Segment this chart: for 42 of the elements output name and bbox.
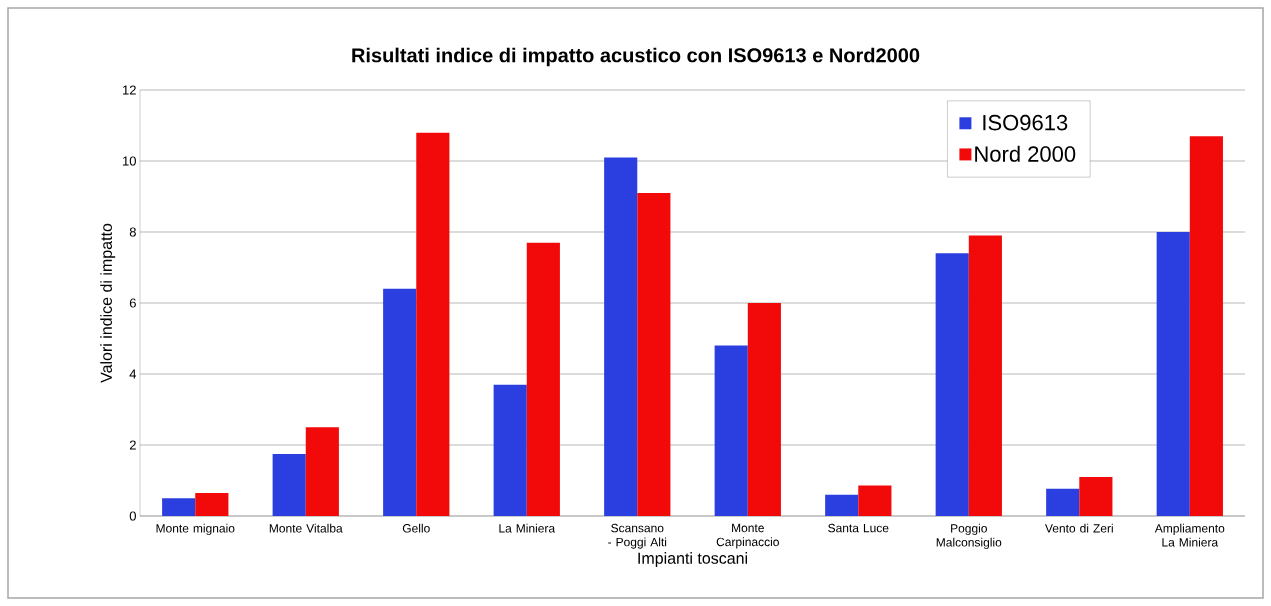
y-tick-label: 8 <box>129 227 136 237</box>
x-tick-label: Santa Luce <box>828 523 889 533</box>
bar <box>493 384 527 516</box>
bar <box>858 485 892 516</box>
bar <box>272 453 306 516</box>
x-tick-label: Scansano - Poggi Alti <box>608 523 667 549</box>
y-tick-label: 10 <box>123 156 136 166</box>
x-tick-label: Monte mignaio <box>156 523 235 535</box>
x-tick-label: Monte Vitalba <box>269 523 343 533</box>
bar <box>526 242 560 516</box>
x-tick-label: Monte Carpinaccio <box>716 523 779 549</box>
bar <box>162 498 196 516</box>
y-tick-label: 4 <box>129 369 137 379</box>
x-tick-label: Vento di Zeri <box>1044 523 1113 533</box>
x-tick-label: Ampliamento La Miniera <box>1154 523 1225 547</box>
bar <box>1079 476 1113 516</box>
bar <box>1156 232 1190 516</box>
bar <box>604 157 638 516</box>
y-tick-label: 6 <box>129 298 136 308</box>
x-tick-label: Gello <box>402 523 430 533</box>
chart-title: Risultati indice di impatto acustico con ISO9613 e Nord2000 <box>352 47 920 67</box>
y-tick-label: 12 <box>123 85 136 95</box>
bar <box>968 235 1002 516</box>
y-axis-title: Valori indice di impatto <box>100 223 116 383</box>
x-tick-label: Poggio Malconsiglio <box>936 523 1002 549</box>
bar <box>825 494 859 516</box>
bar <box>383 288 417 516</box>
bar <box>637 192 671 516</box>
bar <box>195 492 229 516</box>
y-tick-label: 0 <box>129 511 136 521</box>
bar <box>305 427 339 516</box>
bar <box>1046 488 1080 516</box>
legend-label: ISO9613 <box>983 114 1068 131</box>
bar <box>747 303 781 516</box>
x-tick-label: La Miniera <box>499 523 556 533</box>
y-tick-label: 2 <box>129 440 136 450</box>
bar <box>416 132 450 516</box>
bar <box>1189 136 1223 516</box>
legend-label: Nord 2000 <box>975 145 1076 162</box>
bar <box>935 253 969 516</box>
x-axis-title: Impianti toscani <box>638 552 748 568</box>
bar <box>714 345 748 516</box>
